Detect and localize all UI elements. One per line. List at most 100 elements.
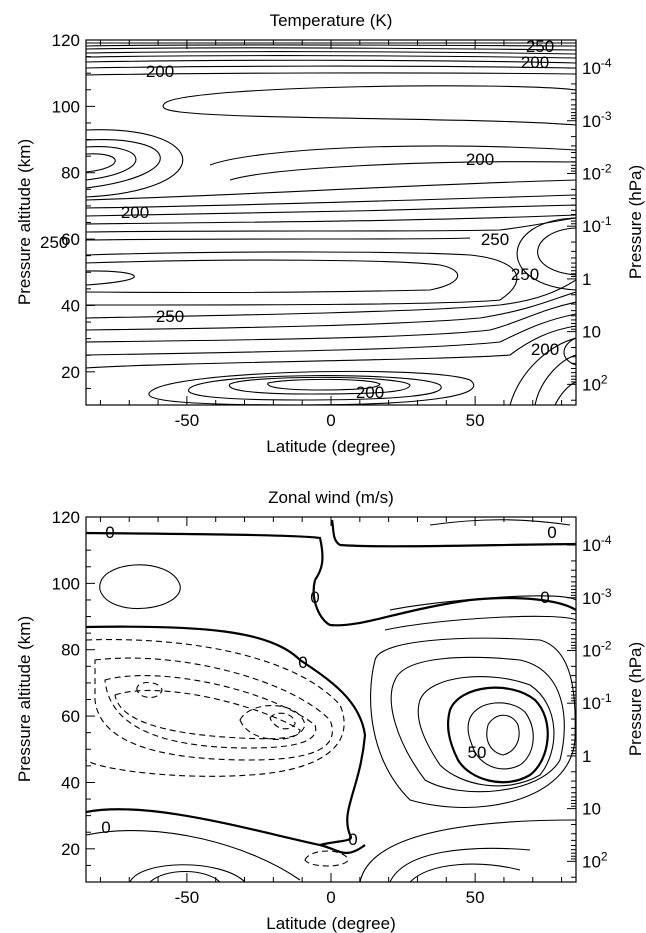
y-tick-label: 60	[61, 230, 80, 249]
contour-line	[209, 145, 576, 166]
contour-line	[86, 146, 137, 181]
y2-axis-label: Pressure (hPa)	[626, 642, 645, 756]
contour-line	[467, 702, 534, 770]
y2-tick-label: 10-2	[582, 638, 612, 660]
contour-line	[86, 531, 324, 581]
temperature-contours	[86, 42, 576, 405]
contour-line	[86, 139, 161, 189]
contour-label: 200	[146, 62, 174, 81]
contour-line	[86, 237, 471, 241]
contour-labels: 250 200 200 200 200 250 250 250 250 200 …	[40, 37, 559, 402]
y2-tick-label: 10-4	[582, 533, 612, 555]
plot-frame	[85, 516, 577, 883]
contour-line	[86, 59, 576, 64]
contour-line	[86, 44, 576, 47]
contour-line	[304, 850, 349, 867]
contour-line	[228, 376, 411, 395]
contour-line	[86, 639, 345, 777]
contour-line	[86, 313, 576, 356]
y-tick-label: 120	[52, 508, 80, 527]
contour-line	[94, 657, 333, 761]
y-tick-label: 100	[52, 97, 80, 116]
contour-label: 250	[156, 307, 184, 326]
contour-label: 0	[348, 830, 357, 849]
y2-tick-label: 10-3	[582, 586, 612, 608]
contour-line	[86, 65, 576, 69]
y-tick-label: 40	[61, 296, 80, 315]
contour-line	[86, 251, 518, 306]
contour-line	[86, 259, 459, 294]
contour-line	[86, 270, 135, 286]
contour-line	[359, 819, 576, 882]
y2-axis-label: Pressure (hPa)	[626, 165, 645, 279]
contour-line	[86, 51, 576, 55]
y-axis-label: Pressure altitude (km)	[15, 139, 34, 305]
contour-line	[554, 381, 576, 405]
x-tick-label: 0	[326, 411, 335, 430]
y-tick-label: 80	[61, 164, 80, 183]
y2-tick-label: 10	[582, 323, 601, 342]
contour-label: 200	[521, 53, 549, 72]
contour-line	[267, 378, 381, 391]
contour-label: 0	[105, 523, 114, 542]
contour-line	[370, 637, 576, 809]
contour-label: 200	[121, 203, 149, 222]
y-tick-label: 20	[61, 363, 80, 382]
axes: -50 0 50 20 40 60 80 100 120 10-4 10-3 10-2 10-1 1 10 1…	[52, 508, 612, 907]
contour-line	[384, 615, 576, 631]
chart-title: Zonal wind (m/s)	[268, 488, 394, 507]
x-tick-label: -50	[175, 411, 200, 430]
contour-line	[86, 153, 116, 173]
contour-line	[86, 808, 366, 855]
y2-tick-label: 1	[582, 747, 591, 766]
contour-line	[187, 375, 442, 401]
contour-label: 0	[310, 588, 319, 607]
x-tick-label: 0	[326, 888, 335, 907]
contour-line	[409, 863, 521, 882]
contour-line	[269, 712, 296, 730]
contour-line	[330, 519, 576, 548]
contour-line	[99, 564, 181, 610]
y2-tick-label: 10-2	[582, 161, 612, 183]
y-tick-label: 60	[61, 707, 80, 726]
y2-tick-label: 10	[582, 800, 601, 819]
y-tick-label: 100	[52, 574, 80, 593]
contour-labels: 0 0 0 0 0 50 0 0	[101, 523, 556, 849]
contour-line	[86, 204, 576, 217]
y2-tick-label: 1	[582, 270, 591, 289]
contour-label: 0	[101, 818, 110, 837]
contour-line	[162, 85, 576, 126]
contour-label: 250	[40, 233, 68, 252]
contour-line	[389, 847, 531, 882]
contour-line	[86, 830, 301, 881]
contour-label: 0	[298, 653, 307, 672]
x-tick-label: 50	[466, 888, 485, 907]
contour-line	[389, 595, 576, 611]
contour-line	[486, 714, 520, 756]
contour-label: 250	[481, 230, 509, 249]
contour-line	[86, 291, 576, 331]
x-axis-label: Latitude (degree)	[266, 437, 395, 456]
contour-line	[148, 370, 475, 405]
contour-line	[86, 179, 576, 201]
contour-line	[86, 279, 576, 319]
contour-line	[86, 72, 576, 76]
contour-line	[537, 227, 576, 276]
y-tick-label: 120	[52, 31, 80, 50]
contour-line	[149, 870, 221, 882]
contour-line	[516, 217, 576, 291]
contour-line	[86, 129, 184, 198]
y-tick-label: 80	[61, 641, 80, 660]
contour-line	[86, 55, 576, 59]
contour-line	[104, 675, 317, 749]
x-axis-label: Latitude (degree)	[266, 914, 395, 933]
contour-line	[114, 689, 301, 740]
contour-line	[86, 194, 576, 209]
y2-tick-label: 10-4	[582, 56, 612, 78]
y2-tick-label: 102	[582, 372, 608, 394]
contour-line	[129, 864, 246, 882]
x-tick-label: 50	[466, 411, 485, 430]
contour-line	[509, 337, 576, 405]
contour-line	[417, 676, 555, 787]
contour-label: 0	[547, 523, 556, 542]
